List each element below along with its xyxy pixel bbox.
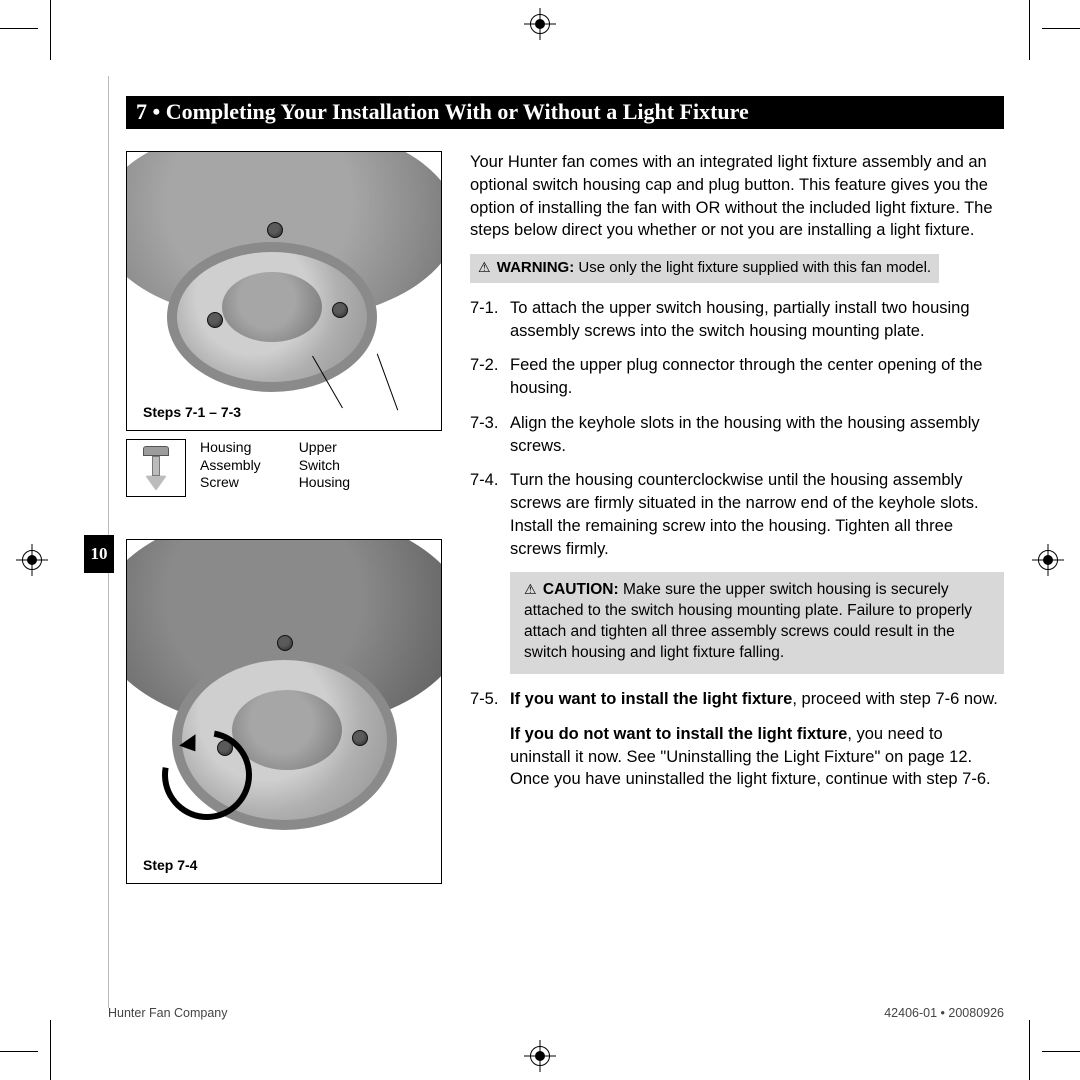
step-number: 7-1. — [470, 297, 510, 343]
step-text-bold: If you want to install the light fixture — [510, 690, 792, 708]
figure-step-7-4: Step 7-4 — [126, 539, 442, 884]
callout-housing-screw: Housing Assembly Screw — [200, 439, 261, 492]
screw-inset — [126, 439, 186, 497]
registration-mark — [528, 12, 552, 36]
step-text: Feed the upper plug connector through th… — [510, 354, 1004, 400]
warning-icon: ⚠ — [478, 259, 491, 275]
registration-mark — [1036, 548, 1060, 572]
warning-strip: ⚠ WARNING: Use only the light fixture su… — [470, 254, 939, 283]
registration-mark — [528, 1044, 552, 1068]
callout-upper-switch-housing: Upper Switch Housing — [299, 439, 350, 492]
caution-label: CAUTION: — [543, 581, 619, 598]
section-header: 7 • Completing Your Installation With or… — [126, 96, 1004, 129]
step-text: To attach the upper switch housing, part… — [510, 297, 1004, 343]
step-number: 7-5. — [470, 688, 510, 791]
housing-screw-icon — [146, 446, 166, 490]
figure-steps-7-1-7-3: Steps 7-1 – 7-3 — [126, 151, 442, 431]
step-text-bold: If you do not want to install the light … — [510, 725, 847, 743]
figure-caption: Steps 7-1 – 7-3 — [139, 402, 245, 422]
caution-box: ⚠ CAUTION: Make sure the upper switch ho… — [510, 572, 1004, 674]
caution-icon: ⚠ — [524, 581, 537, 597]
registration-mark — [20, 548, 44, 572]
page-number-tab: 10 — [84, 535, 114, 573]
step-text: Align the keyhole slots in the housing w… — [510, 412, 1004, 458]
step-number: 7-2. — [470, 354, 510, 400]
step-text: Turn the housing counterclockwise until … — [510, 469, 1004, 560]
footer-doc-id: 42406-01 • 20080926 — [884, 1006, 1004, 1020]
step-text-rest: , proceed with step 7-6 now. — [792, 690, 997, 708]
step-number: 7-4. — [470, 469, 510, 560]
step-text: If you want to install the light fixture… — [510, 688, 1004, 791]
figure-caption: Step 7-4 — [139, 855, 201, 875]
intro-paragraph: Your Hunter fan comes with an integrated… — [470, 151, 1004, 242]
warning-label: WARNING: — [497, 259, 575, 276]
step-number: 7-3. — [470, 412, 510, 458]
warning-text-body: Use only the light fixture supplied with… — [578, 259, 931, 276]
footer-company: Hunter Fan Company — [108, 1006, 228, 1020]
